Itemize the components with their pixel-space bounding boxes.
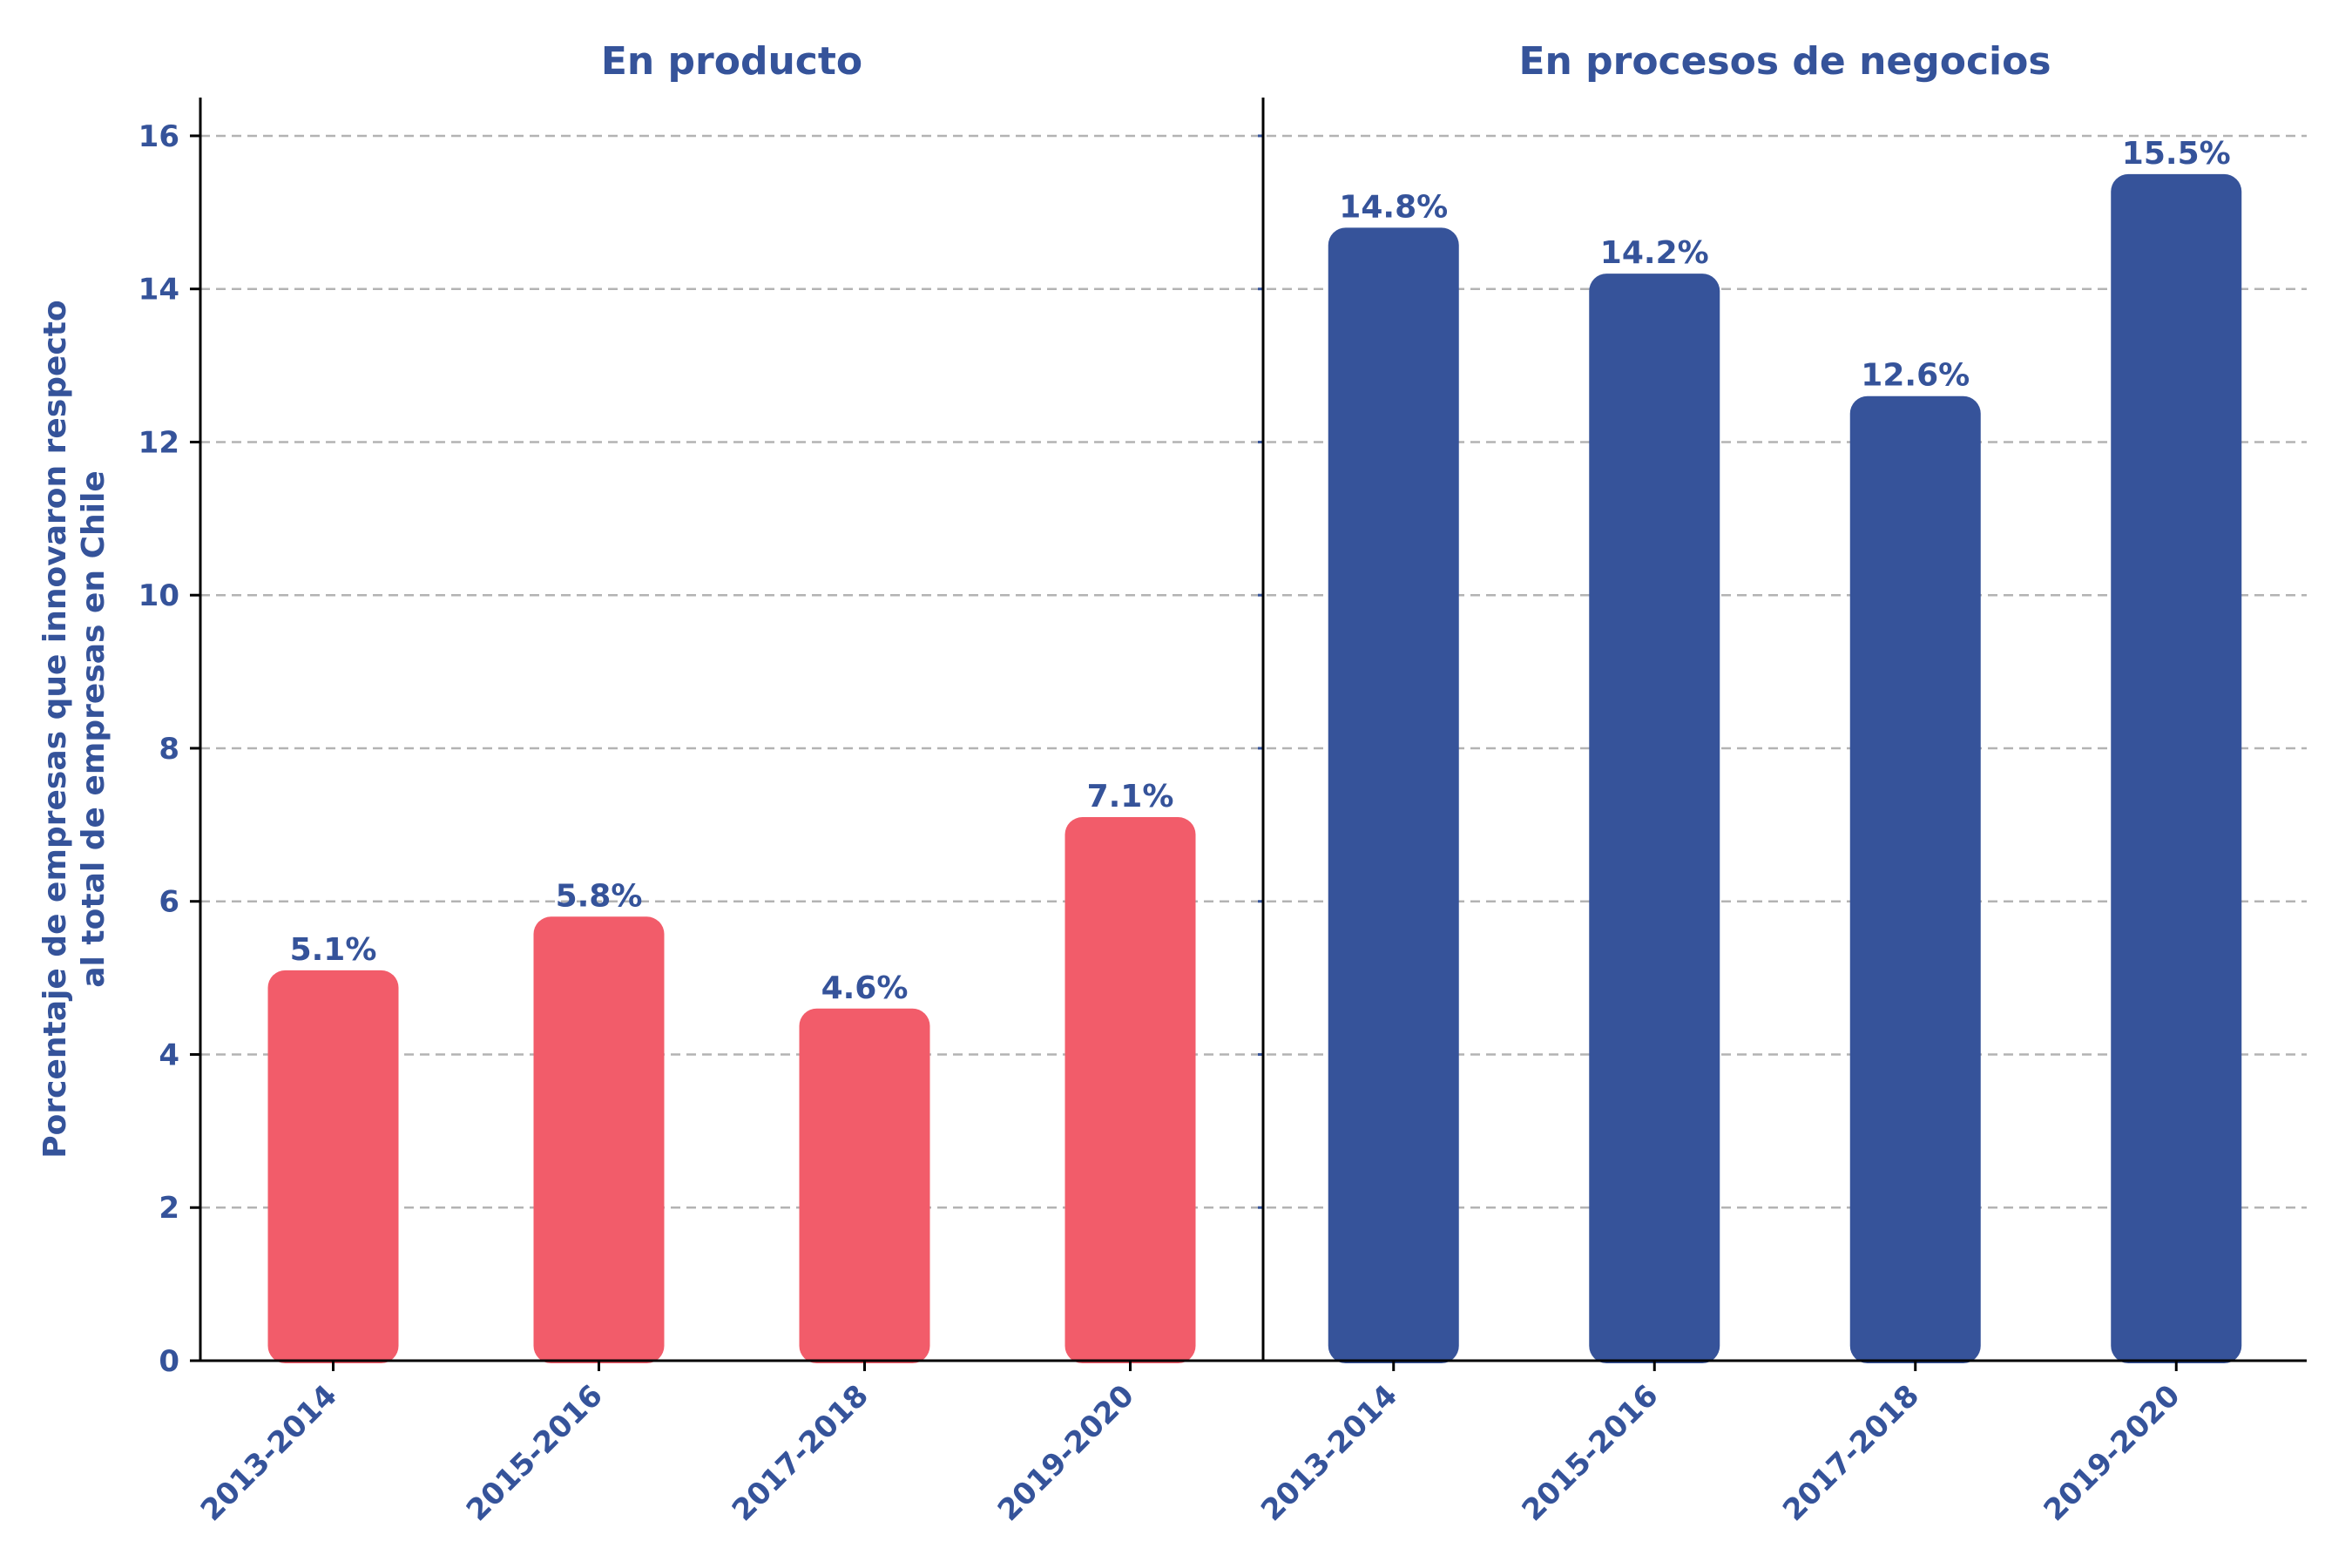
y-axis-label-line: al total de empresas en Chile [76, 470, 112, 987]
y-tick-label: 2 [159, 1191, 179, 1226]
bar [799, 1008, 930, 1363]
x-tick-label: 2019-2020 [991, 1378, 1141, 1528]
x-tick-label: 2015-2016 [1516, 1378, 1666, 1528]
bar [1589, 274, 1720, 1363]
data-label: 14.8% [1339, 189, 1448, 225]
data-label: 5.1% [290, 932, 377, 968]
data-label: 12.6% [1861, 358, 1970, 394]
bar [267, 970, 399, 1363]
y-axis-label: Porcentaje de empresas que innovaron res… [37, 300, 112, 1158]
y-tick-label: 6 [159, 885, 179, 920]
y-tick-label: 16 [139, 119, 179, 154]
data-label: 4.6% [821, 970, 909, 1006]
data-label: 15.5% [2122, 136, 2231, 172]
bar [1849, 395, 1981, 1363]
y-axis-label-line: Porcentaje de empresas que innovaron res… [37, 300, 73, 1158]
bar [2111, 173, 2242, 1363]
bar [533, 916, 665, 1363]
y-tick-label: 12 [139, 425, 179, 460]
x-tick-label: 2015-2016 [460, 1378, 610, 1528]
x-tick-label: 2013-2014 [1254, 1378, 1404, 1528]
bar [1328, 227, 1459, 1364]
panel-title: En procesos de negocios [1518, 39, 2051, 84]
x-tick-label: 2017-2018 [726, 1378, 875, 1528]
y-tick-label: 0 [159, 1344, 179, 1379]
x-tick-label: 2013-2014 [194, 1378, 344, 1528]
y-tick-label: 4 [159, 1037, 179, 1072]
panel-title: En producto [601, 39, 862, 84]
data-label: 5.8% [556, 878, 643, 914]
data-label: 7.1% [1087, 779, 1174, 814]
x-tick-label: 2019-2020 [2038, 1378, 2187, 1528]
data-label: 14.2% [1600, 235, 1709, 271]
y-tick-label: 10 [139, 578, 179, 613]
x-tick-label: 2017-2018 [1776, 1378, 1926, 1528]
bar [1064, 817, 1196, 1363]
y-tick-label: 14 [139, 273, 179, 308]
y-tick-label: 8 [159, 732, 179, 767]
grid-layer [200, 134, 2307, 1209]
bar-layer [267, 173, 2242, 1364]
axis-layer [190, 98, 2307, 1371]
